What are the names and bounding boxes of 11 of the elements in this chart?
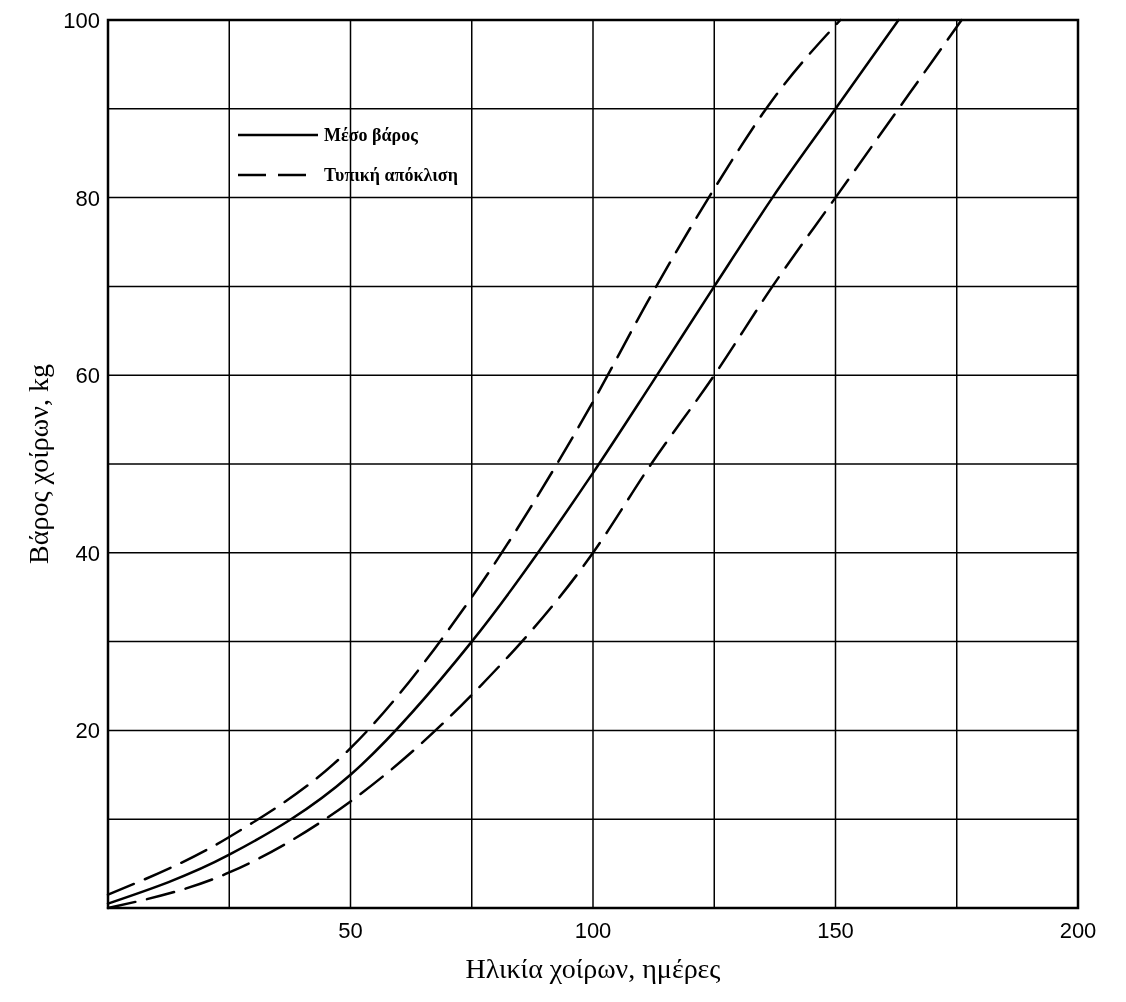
x-axis-title: Ηλικία χοίρων, ημέρες — [465, 953, 721, 984]
y-tick-label: 100 — [63, 8, 100, 33]
y-tick-label: 80 — [75, 185, 100, 211]
x-tick-label: 200 — [1059, 918, 1097, 943]
y-tick-label: 60 — [75, 363, 100, 389]
y-tick-label: 40 — [75, 540, 100, 566]
x-tick-label: 50 — [338, 918, 363, 943]
y-tick-label: 20 — [75, 718, 100, 744]
x-tick-label: 100 — [574, 918, 612, 943]
x-tick-label: 150 — [817, 918, 854, 943]
y-axis-title: Βάρος χοίρων, kg — [23, 364, 54, 564]
